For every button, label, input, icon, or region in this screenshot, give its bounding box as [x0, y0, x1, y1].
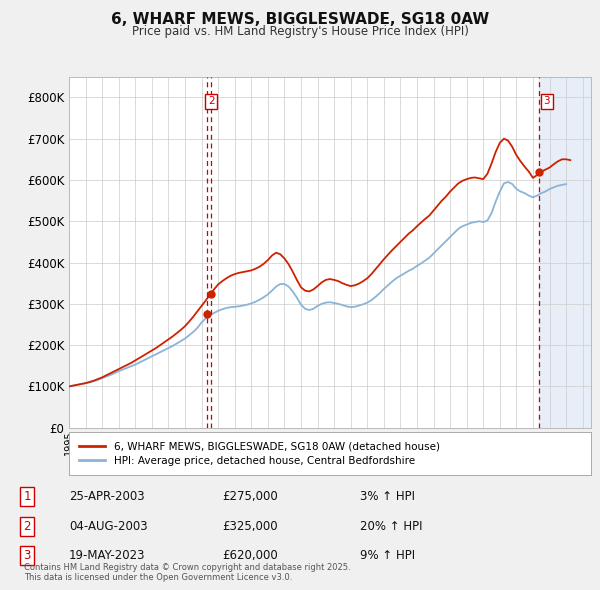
- Bar: [539, 77, 591, 428]
- Text: Price paid vs. HM Land Registry's House Price Index (HPI): Price paid vs. HM Land Registry's House …: [131, 25, 469, 38]
- Text: 25-APR-2003: 25-APR-2003: [69, 490, 145, 503]
- Text: 19-MAY-2023: 19-MAY-2023: [69, 549, 146, 562]
- Text: 3% ↑ HPI: 3% ↑ HPI: [360, 490, 415, 503]
- Text: 04-AUG-2003: 04-AUG-2003: [69, 520, 148, 533]
- Text: Contains HM Land Registry data © Crown copyright and database right 2025.
This d: Contains HM Land Registry data © Crown c…: [24, 563, 350, 582]
- Text: £275,000: £275,000: [222, 490, 278, 503]
- Text: £325,000: £325,000: [222, 520, 278, 533]
- Text: 20% ↑ HPI: 20% ↑ HPI: [360, 520, 422, 533]
- Text: 3: 3: [543, 97, 550, 106]
- Text: 6, WHARF MEWS, BIGGLESWADE, SG18 0AW: 6, WHARF MEWS, BIGGLESWADE, SG18 0AW: [111, 12, 489, 27]
- Text: 1: 1: [23, 490, 31, 503]
- Text: 2: 2: [208, 97, 215, 106]
- Text: £620,000: £620,000: [222, 549, 278, 562]
- Text: 3: 3: [23, 549, 31, 562]
- Text: 9% ↑ HPI: 9% ↑ HPI: [360, 549, 415, 562]
- Legend: 6, WHARF MEWS, BIGGLESWADE, SG18 0AW (detached house), HPI: Average price, detac: 6, WHARF MEWS, BIGGLESWADE, SG18 0AW (de…: [79, 442, 440, 466]
- Text: 2: 2: [23, 520, 31, 533]
